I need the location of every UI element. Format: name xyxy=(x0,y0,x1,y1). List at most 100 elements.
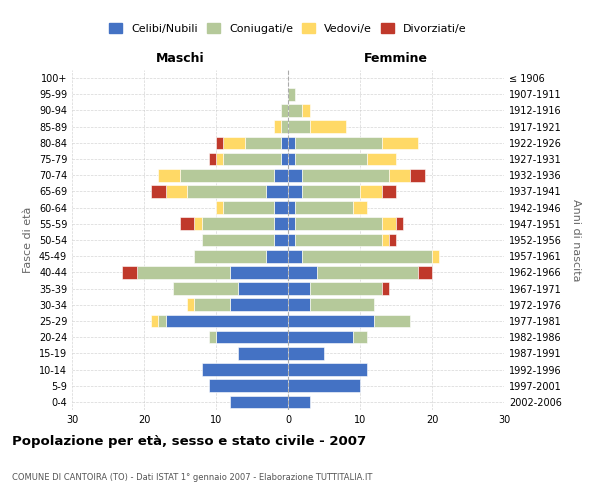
Bar xyxy=(310,298,374,311)
Bar xyxy=(288,314,374,328)
Bar xyxy=(122,266,137,278)
Bar xyxy=(223,202,274,214)
Text: Popolazione per età, sesso e stato civile - 2007: Popolazione per età, sesso e stato civil… xyxy=(12,435,366,448)
Bar xyxy=(288,298,310,311)
Bar xyxy=(151,314,158,328)
Bar xyxy=(288,380,360,392)
Text: Maschi: Maschi xyxy=(155,52,205,65)
Bar xyxy=(302,185,360,198)
Bar xyxy=(418,266,432,278)
Bar xyxy=(360,185,382,198)
Bar xyxy=(310,282,382,295)
Bar xyxy=(295,152,367,166)
Bar xyxy=(173,282,238,295)
Bar xyxy=(295,136,382,149)
Bar xyxy=(288,396,310,408)
Bar xyxy=(389,234,396,246)
Bar xyxy=(382,282,389,295)
Bar xyxy=(266,185,288,198)
Bar xyxy=(288,169,302,181)
Bar xyxy=(230,266,288,278)
Bar xyxy=(288,250,302,262)
Bar xyxy=(310,120,346,133)
Bar xyxy=(166,314,288,328)
Bar xyxy=(187,185,266,198)
Bar xyxy=(353,331,367,344)
Bar xyxy=(238,347,288,360)
Bar xyxy=(274,169,288,181)
Bar xyxy=(202,363,288,376)
Bar xyxy=(288,331,353,344)
Text: COMUNE DI CANTOIRA (TO) - Dati ISTAT 1° gennaio 2007 - Elaborazione TUTTITALIA.I: COMUNE DI CANTOIRA (TO) - Dati ISTAT 1° … xyxy=(12,473,373,482)
Bar xyxy=(209,331,216,344)
Bar xyxy=(194,298,230,311)
Bar xyxy=(382,218,396,230)
Bar xyxy=(302,104,310,117)
Bar xyxy=(288,202,295,214)
Bar xyxy=(367,152,396,166)
Bar xyxy=(202,234,274,246)
Bar xyxy=(209,152,216,166)
Bar xyxy=(187,298,194,311)
Bar xyxy=(137,266,230,278)
Bar xyxy=(288,218,295,230)
Bar xyxy=(410,169,425,181)
Bar xyxy=(382,136,418,149)
Bar xyxy=(274,218,288,230)
Bar xyxy=(295,218,382,230)
Y-axis label: Anni di nascita: Anni di nascita xyxy=(571,198,581,281)
Bar xyxy=(374,314,410,328)
Bar xyxy=(396,218,403,230)
Bar xyxy=(432,250,439,262)
Bar xyxy=(389,169,410,181)
Bar xyxy=(288,234,295,246)
Bar xyxy=(223,152,281,166)
Bar xyxy=(288,185,302,198)
Legend: Celibi/Nubili, Coniugati/e, Vedovi/e, Divorziati/e: Celibi/Nubili, Coniugati/e, Vedovi/e, Di… xyxy=(107,21,469,36)
Bar xyxy=(151,185,166,198)
Bar xyxy=(216,136,223,149)
Bar xyxy=(281,152,288,166)
Text: Femmine: Femmine xyxy=(364,52,428,65)
Y-axis label: Fasce di età: Fasce di età xyxy=(23,207,33,273)
Bar xyxy=(209,380,288,392)
Bar xyxy=(295,234,382,246)
Bar xyxy=(216,152,223,166)
Bar xyxy=(230,298,288,311)
Bar xyxy=(158,314,166,328)
Bar xyxy=(266,250,288,262)
Bar xyxy=(288,363,367,376)
Bar xyxy=(223,136,245,149)
Bar xyxy=(194,250,266,262)
Bar xyxy=(281,120,288,133)
Bar xyxy=(288,120,310,133)
Bar xyxy=(194,218,202,230)
Bar xyxy=(288,266,317,278)
Bar xyxy=(382,185,396,198)
Bar xyxy=(288,347,324,360)
Bar xyxy=(245,136,281,149)
Bar xyxy=(238,282,288,295)
Bar xyxy=(382,234,389,246)
Bar xyxy=(288,88,295,101)
Bar xyxy=(302,169,389,181)
Bar xyxy=(317,266,418,278)
Bar xyxy=(274,120,281,133)
Bar xyxy=(288,282,310,295)
Bar xyxy=(216,331,288,344)
Bar xyxy=(281,136,288,149)
Bar xyxy=(295,202,353,214)
Bar xyxy=(216,202,223,214)
Bar xyxy=(353,202,367,214)
Bar xyxy=(274,202,288,214)
Bar xyxy=(180,218,194,230)
Bar xyxy=(288,152,295,166)
Bar xyxy=(230,396,288,408)
Bar xyxy=(202,218,274,230)
Bar xyxy=(281,104,288,117)
Bar xyxy=(158,169,180,181)
Bar xyxy=(288,104,302,117)
Bar xyxy=(180,169,274,181)
Bar xyxy=(302,250,432,262)
Bar xyxy=(274,234,288,246)
